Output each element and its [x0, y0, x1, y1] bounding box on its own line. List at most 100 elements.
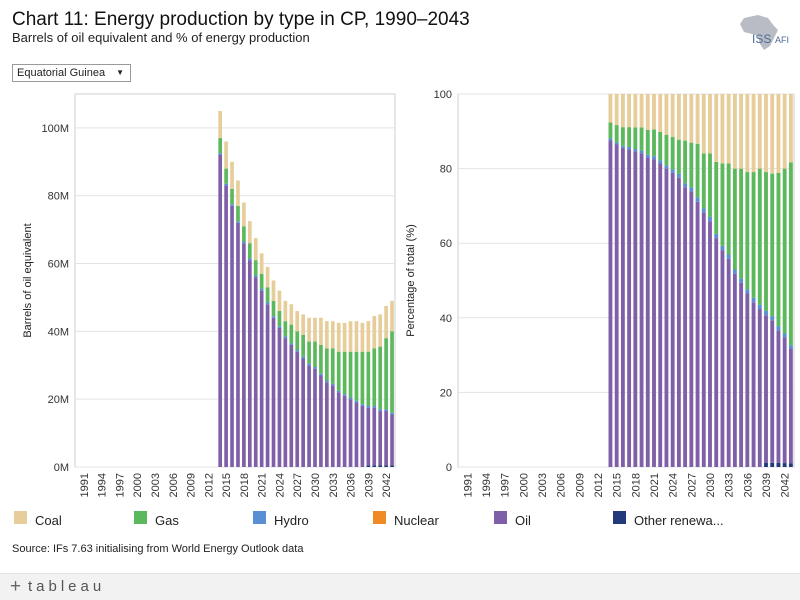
bar-gas-2024[interactable]	[277, 311, 282, 327]
bar-gas-2015[interactable]	[224, 168, 228, 184]
bar-oil-2037[interactable]	[751, 302, 756, 467]
bar-hydro-2018[interactable]	[633, 148, 638, 152]
bar-hydro-2014[interactable]	[608, 138, 613, 141]
bar-hydro-2014[interactable]	[218, 153, 223, 156]
bar-oil-2036[interactable]	[745, 293, 750, 467]
bar-oil-2024[interactable]	[670, 172, 675, 467]
bar-coal-2041[interactable]	[378, 314, 383, 347]
bar-gas-2035[interactable]	[739, 168, 744, 279]
bar-hydro-2017[interactable]	[627, 146, 632, 150]
bar-other-renewables-2040[interactable]	[770, 462, 775, 467]
bar-oil-2016[interactable]	[620, 147, 625, 467]
bar-oil-2035[interactable]	[739, 282, 744, 467]
bar-other-renewables-2043[interactable]	[788, 463, 793, 467]
bar-hydro-2041[interactable]	[776, 326, 781, 331]
bar-gas-2038[interactable]	[360, 351, 365, 405]
bar-coal-2040[interactable]	[770, 94, 775, 174]
bar-hydro-2037[interactable]	[354, 400, 359, 403]
bar-gas-2025[interactable]	[676, 139, 681, 174]
bar-hydro-2042[interactable]	[384, 409, 388, 412]
bar-coal-2027[interactable]	[295, 311, 300, 332]
bar-gas-2028[interactable]	[695, 143, 700, 198]
bar-hydro-2039[interactable]	[366, 405, 371, 408]
bar-hydro-2034[interactable]	[336, 390, 341, 393]
bar-hydro-2019[interactable]	[639, 150, 644, 154]
bar-coal-2029[interactable]	[307, 317, 311, 342]
bar-oil-2036[interactable]	[348, 399, 353, 467]
bar-coal-2024[interactable]	[277, 290, 282, 312]
bar-oil-2014[interactable]	[218, 155, 223, 468]
bar-coal-2026[interactable]	[289, 304, 294, 325]
bar-oil-2042[interactable]	[384, 411, 388, 466]
bar-gas-2019[interactable]	[247, 243, 252, 259]
bar-gas-2042[interactable]	[384, 338, 388, 410]
bar-hydro-2016[interactable]	[230, 204, 234, 206]
bar-gas-2016[interactable]	[620, 127, 625, 146]
bar-coal-2020[interactable]	[645, 94, 650, 130]
bar-coal-2036[interactable]	[348, 321, 353, 352]
bar-gas-2020[interactable]	[253, 260, 258, 276]
bar-oil-2015[interactable]	[224, 185, 228, 468]
bar-oil-2021[interactable]	[652, 159, 656, 467]
bar-coal-2039[interactable]	[764, 94, 768, 173]
bar-hydro-2032[interactable]	[325, 380, 329, 383]
bar-hydro-2023[interactable]	[271, 316, 276, 318]
bar-hydro-2016[interactable]	[620, 145, 625, 148]
bar-gas-2032[interactable]	[720, 163, 725, 246]
bar-oil-2022[interactable]	[658, 163, 663, 468]
bar-oil-2014[interactable]	[608, 140, 613, 467]
bar-oil-2027[interactable]	[295, 351, 300, 467]
bar-gas-2016[interactable]	[230, 188, 234, 205]
bar-gas-2035[interactable]	[342, 351, 347, 395]
bar-gas-2014[interactable]	[608, 122, 613, 139]
bar-gas-2036[interactable]	[745, 172, 750, 290]
bar-hydro-2026[interactable]	[289, 343, 294, 345]
bar-coal-2020[interactable]	[253, 238, 258, 261]
bar-coal-2037[interactable]	[751, 94, 756, 173]
bar-oil-2027[interactable]	[689, 191, 694, 468]
bar-oil-2025[interactable]	[283, 338, 288, 467]
bar-hydro-2039[interactable]	[764, 310, 768, 316]
bar-hydro-2043[interactable]	[390, 412, 394, 415]
bar-coal-2019[interactable]	[639, 94, 644, 128]
bar-hydro-2024[interactable]	[670, 169, 675, 173]
bar-gas-2028[interactable]	[301, 334, 305, 357]
bar-gas-2021[interactable]	[259, 273, 264, 289]
bar-coal-2022[interactable]	[265, 266, 270, 288]
bar-hydro-2036[interactable]	[348, 397, 353, 400]
bar-coal-2015[interactable]	[614, 94, 619, 126]
bar-gas-2027[interactable]	[689, 142, 694, 188]
bar-other-renewables-2042[interactable]	[384, 465, 388, 467]
bar-hydro-2022[interactable]	[265, 302, 270, 305]
bar-coal-2026[interactable]	[683, 94, 688, 141]
bar-gas-2024[interactable]	[670, 137, 675, 170]
bar-coal-2032[interactable]	[325, 321, 329, 349]
country-dropdown[interactable]: Equatorial Guinea ▼	[12, 64, 131, 82]
bar-oil-2033[interactable]	[726, 258, 731, 467]
bar-gas-2043[interactable]	[390, 331, 394, 413]
bar-oil-2038[interactable]	[757, 309, 762, 467]
bar-coal-2030[interactable]	[708, 94, 712, 154]
bar-oil-2025[interactable]	[676, 177, 681, 468]
bar-coal-2038[interactable]	[757, 94, 762, 169]
bar-oil-2015[interactable]	[614, 144, 619, 467]
bar-hydro-2023[interactable]	[664, 165, 669, 169]
bar-other-renewables-2041[interactable]	[776, 462, 781, 467]
bar-oil-2037[interactable]	[354, 402, 359, 467]
bar-gas-2034[interactable]	[732, 168, 737, 270]
bar-coal-2036[interactable]	[745, 94, 750, 173]
bar-hydro-2037[interactable]	[751, 297, 756, 303]
bar-gas-2020[interactable]	[645, 129, 650, 155]
bar-gas-2018[interactable]	[242, 226, 246, 242]
bar-coal-2021[interactable]	[259, 253, 264, 274]
bar-coal-2027[interactable]	[689, 94, 694, 143]
bar-coal-2041[interactable]	[776, 94, 781, 173]
bar-oil-2030[interactable]	[708, 221, 712, 467]
bar-coal-2014[interactable]	[608, 94, 613, 123]
bar-coal-2038[interactable]	[360, 322, 365, 352]
bar-oil-2020[interactable]	[253, 277, 258, 467]
bar-oil-2018[interactable]	[242, 243, 246, 467]
bar-other-renewables-2040[interactable]	[372, 465, 377, 467]
bar-gas-2042[interactable]	[782, 168, 787, 334]
bar-oil-2038[interactable]	[360, 405, 365, 467]
